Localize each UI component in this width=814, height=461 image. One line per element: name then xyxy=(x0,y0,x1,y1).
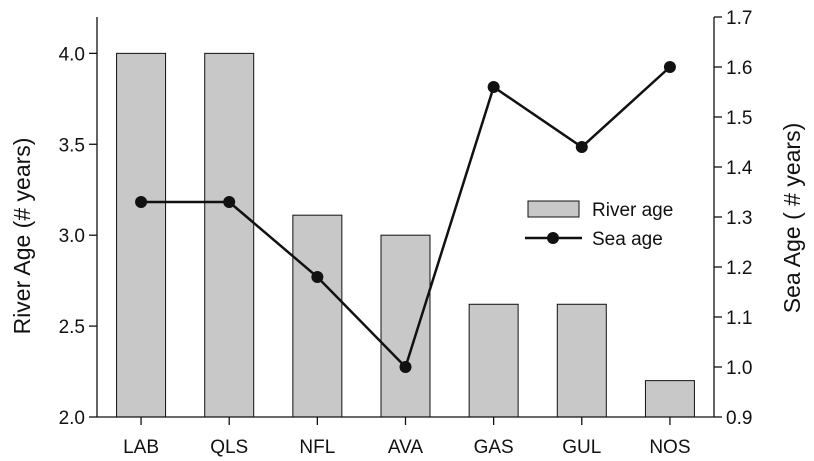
sea-age-point-qls xyxy=(223,196,236,208)
right-tick-label: 1.6 xyxy=(726,58,752,79)
right-tick-label: 1.1 xyxy=(726,308,752,329)
sea-age-point-nfl xyxy=(311,271,324,283)
x-tick-label-ava: AVA xyxy=(388,437,424,458)
sea-age-point-nos xyxy=(663,61,676,73)
right-axis-ticks: 0.9 1.0 1.1 1.2 1.3 1.4 1.5 1.6 1.7 xyxy=(714,8,753,429)
x-axis-ticks: LAB QLS NFL AVA GAS GUL NOS xyxy=(123,417,691,458)
y-axis-right-label: Sea Age ( # years) xyxy=(779,123,805,314)
legend: River age Sea age xyxy=(525,200,673,250)
legend-swatch-river-age xyxy=(527,200,580,218)
left-tick-label: 3.5 xyxy=(59,135,85,156)
right-tick-label: 1.3 xyxy=(726,208,752,229)
y-axis-label: River Age (# years) xyxy=(9,138,35,335)
right-tick-label: 0.9 xyxy=(726,408,752,429)
right-tick-label: 1.7 xyxy=(726,8,752,29)
left-axis-ticks: 2.0 2.5 3.0 3.5 4.0 xyxy=(59,44,97,429)
left-tick-label: 2.5 xyxy=(59,317,85,338)
x-tick-label-gas: GAS xyxy=(474,437,514,458)
legend-marker-sea-age xyxy=(547,232,559,244)
bar-nfl xyxy=(292,214,343,418)
left-tick-label: 2.0 xyxy=(59,408,85,429)
left-tick-label: 3.0 xyxy=(59,226,85,247)
x-tick-label-gul: GUL xyxy=(562,437,601,458)
sea-age-point-gul xyxy=(575,141,588,153)
legend-label-river-age: River age xyxy=(592,200,673,221)
x-tick-label-lab: LAB xyxy=(123,437,159,458)
bar-lab xyxy=(116,52,167,418)
right-tick-label: 1.2 xyxy=(726,258,752,279)
bar-qls xyxy=(204,52,255,418)
bar-gas xyxy=(468,303,519,418)
sea-age-point-gas xyxy=(487,81,500,93)
x-tick-label-nos: NOS xyxy=(649,437,690,458)
bar-ava xyxy=(380,234,431,418)
bar-nos xyxy=(644,380,695,418)
x-tick-label-nfl: NFL xyxy=(299,437,335,458)
bar-gul xyxy=(556,303,607,418)
sea-age-point-ava xyxy=(399,361,412,373)
right-tick-label: 1.5 xyxy=(726,108,752,129)
x-tick-label-qls: QLS xyxy=(210,437,248,458)
right-tick-label: 1.4 xyxy=(726,158,753,179)
right-tick-label: 1.0 xyxy=(726,358,752,379)
sea-age-line-group xyxy=(135,61,676,373)
legend-label-sea-age: Sea age xyxy=(592,229,663,250)
bars-group xyxy=(116,52,695,418)
sea-age-point-lab xyxy=(135,196,148,208)
left-tick-label: 4.0 xyxy=(59,44,85,65)
